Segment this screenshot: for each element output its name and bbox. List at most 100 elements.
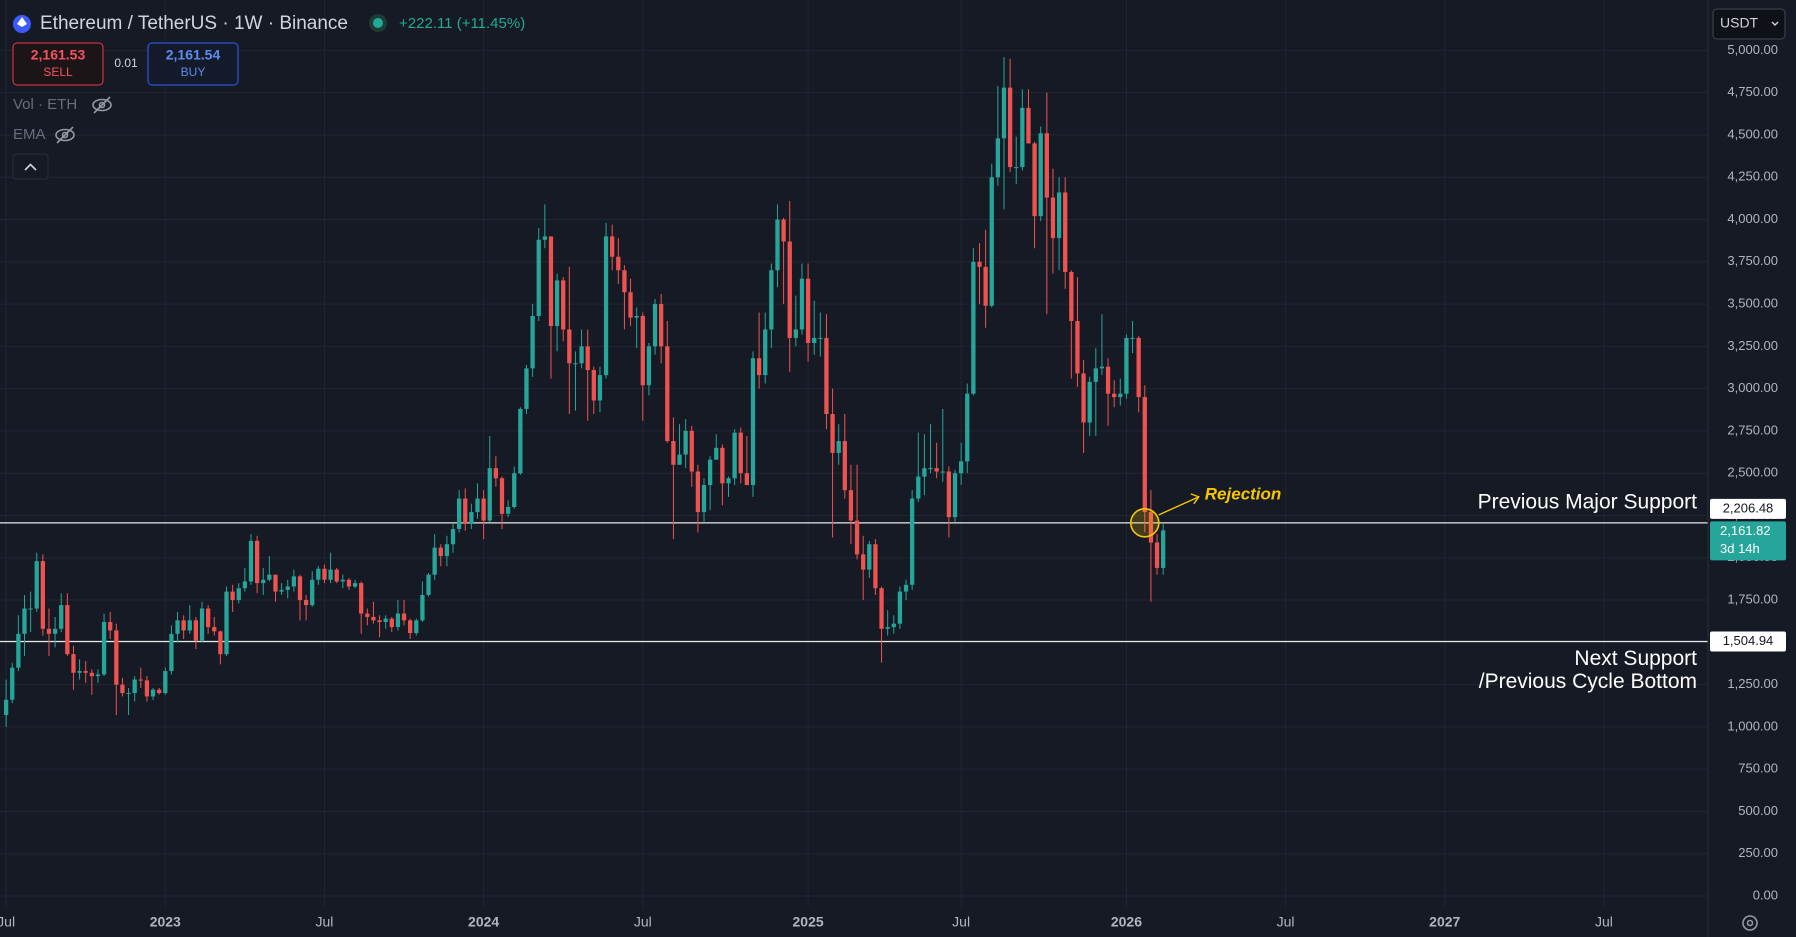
candle-body [414,620,419,634]
candle-body [46,628,52,634]
sell-button[interactable] [12,42,104,86]
x-tick-label: Jul [0,914,15,930]
candle-body [567,329,572,364]
y-tick-label: 250.00 [1738,845,1778,860]
settings-button[interactable] [1742,915,1758,931]
candle-body [1044,133,1049,198]
candle-body [1032,143,1037,217]
candle-body [1118,393,1123,398]
candle-body [787,241,792,338]
rejection-marker [1129,508,1160,538]
candle-body [879,588,884,629]
candle-body [175,620,180,634]
candle-body [1099,366,1105,369]
annotation-arrow [1158,496,1200,516]
candle-body [316,568,321,580]
y-tick-label: 1,000.00 [1727,718,1778,733]
y-tick-label: 3,000.00 [1727,380,1778,395]
indicator-label: Vol · ETH [13,96,77,113]
candle-body [903,584,909,592]
candle-body [732,432,737,479]
candle-body [150,689,156,697]
candle-body [212,627,217,632]
candle-body [481,498,486,521]
candle-body [830,414,835,453]
y-tick-label: 500.00 [1738,803,1778,818]
candle-body [1154,542,1160,568]
candle-body [1112,393,1117,398]
candle-body [340,579,345,582]
candle-body [1056,192,1062,239]
candle-body [628,292,633,318]
candle-body [499,478,505,514]
y-tick-label: 5,000.00 [1727,42,1778,57]
y-tick-label: 2,750.00 [1727,422,1778,437]
candle-body [916,476,921,499]
candle-body [71,654,76,673]
candle-body [616,256,621,271]
candle-body [940,471,945,473]
candle-body [524,368,529,409]
x-tick-label: Jul [1595,914,1613,930]
candle-body [805,278,811,343]
visibility-toggle[interactable] [55,126,75,144]
candle-body [432,547,437,575]
header: Ethereum / TetherUS · 1W · Binance +222.… [12,8,1786,931]
candle-body [707,459,713,486]
candle-body [554,280,560,327]
candle-body [487,468,492,521]
candle-body [726,478,731,484]
candle-body [352,583,358,587]
symbol-title: Ethereum / TetherUS · 1W · Binance [40,13,348,34]
candle-body [720,447,725,484]
collapse-icon [24,163,37,171]
candle-body [328,569,333,580]
currency-select[interactable] [1712,8,1786,40]
candle-body [958,461,964,474]
visibility-toggle[interactable] [92,96,112,114]
candle-body [603,236,609,376]
candle-body [573,363,578,365]
candle-body [824,337,829,415]
candle-body [659,304,664,347]
collapse-button[interactable] [12,153,49,180]
x-tick-label: 2024 [468,914,499,930]
candle-body [652,304,658,347]
candle-body [28,608,33,610]
candle-body [126,693,131,695]
y-tick-label: 3,250.00 [1727,338,1778,353]
candle-body [163,671,168,694]
candle-body [769,270,774,330]
candle-body [267,574,272,580]
candle-body [1087,381,1092,423]
buy-button[interactable] [147,42,239,86]
candle-body [371,616,376,621]
dropdown-icon [1771,21,1779,26]
x-tick-label: 2025 [793,914,824,930]
y-tick-label: 4,250.00 [1727,169,1778,184]
x-tick-label: Jul [1277,914,1295,930]
candle-body [750,358,756,486]
status-dot [373,18,383,28]
candle-body [389,618,394,628]
candle-body [101,622,107,675]
candle-body [1093,368,1098,382]
candle-body [40,561,45,629]
candle-body [34,561,39,609]
candle-body [1038,133,1043,217]
candle-body [157,689,162,694]
candle-body [756,358,762,376]
candle-body [1161,530,1166,568]
candle-body [995,138,1001,178]
candle-body [114,630,119,685]
candle-body [873,544,878,589]
candle-body [530,315,535,369]
candle-body [89,672,94,677]
candle-body [836,441,841,453]
candle-body [193,620,199,641]
sell-price: 2,161.53 [31,47,86,63]
candle-body [738,432,743,474]
coin-icon-glyph [17,17,27,27]
plot-area: Previous Major Support Next Support/Previ… [0,0,1708,907]
